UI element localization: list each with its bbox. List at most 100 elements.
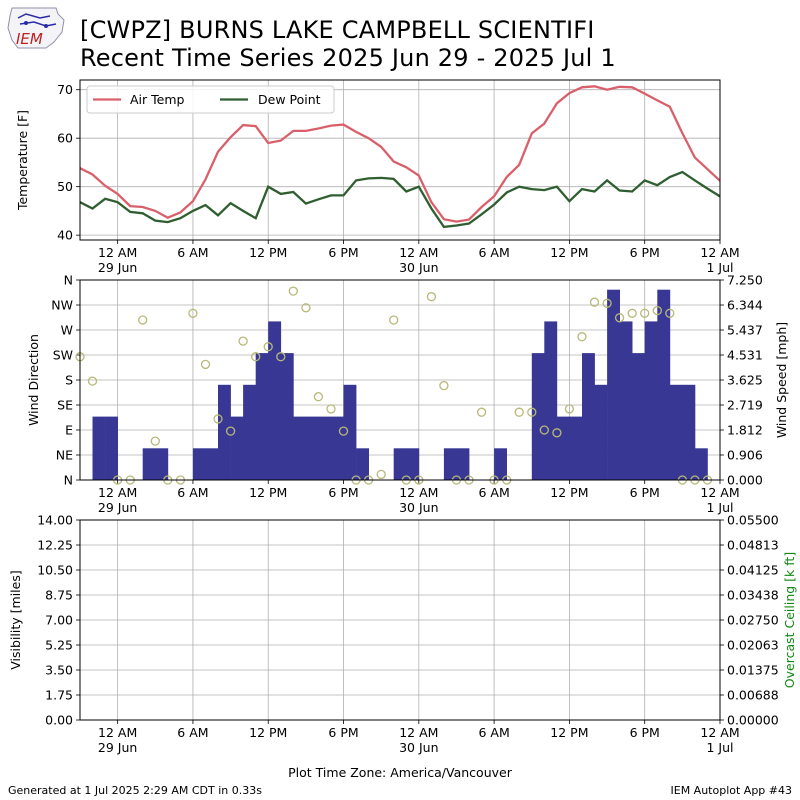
wind-speed-bar [443,448,457,480]
wind-speed-bar [494,448,507,480]
wind-speed-bar [393,448,407,480]
panel-frame [79,519,721,721]
x-tick-label: 12 AM [399,245,438,260]
panel-frame [79,279,721,481]
y-tick-label: 5.25 [45,638,73,653]
y2-tick-label: 2.719 [727,398,763,413]
y-tick-label: 12.25 [37,538,73,553]
wind-direction-point [665,308,675,318]
wind-speed-bar [142,448,156,480]
y-axis-label: Visibility [miles] [8,570,23,669]
x-tick-label: 12 AM [98,485,137,500]
legend-label-dew-point: Dew Point [258,92,321,107]
x-tick-label: 6 AM [478,725,509,740]
y2-tick-label: 1.812 [727,423,763,438]
legend-box [86,85,335,114]
y2-tick-label: 0.01375 [727,663,779,678]
wind-direction-point [552,428,562,438]
x-tick-date-label: 30 Jun [399,500,438,515]
air-temp-line [80,85,720,223]
wind-speed-bar [657,289,671,480]
wind-direction-point [225,426,236,436]
y2-tick-label: 6.344 [727,298,763,313]
y2-tick-label: 0.906 [727,448,763,463]
chart-subtitle: Recent Time Series 2025 Jun 29 - 2025 Ju… [80,44,616,72]
x-tick-label: 6 PM [328,485,358,500]
y-tick-label: SW [53,348,73,363]
wind-direction-point [627,308,637,318]
wind-direction-point [426,292,437,302]
x-tick-label: 6 PM [630,245,660,260]
x-tick-label: 12 AM [700,485,739,500]
x-tick-label: 6 PM [630,725,660,740]
legend: Air Temp Dew Point [86,85,335,114]
y-tick-label: 8.75 [45,588,73,603]
x-tick-label: 12 AM [399,485,438,500]
wind-speed-bar [293,416,307,480]
wind-speed-bar [155,448,169,480]
dew-point-line [80,170,720,229]
wind-speed-bar [243,384,256,480]
wind-speed-bar [644,321,658,480]
timezone-label: Plot Time Zone: America/Vancouver [288,765,513,780]
app-footer: IEM Autoplot App #43 [670,784,793,797]
x-tick-label: 12 PM [550,245,588,260]
wind-speed-bar [268,321,282,480]
x-tick-label: 12 PM [550,725,588,740]
x-tick-label: 12 PM [249,725,287,740]
wind-direction-point [213,414,223,424]
y2-tick-label: 0.00000 [727,713,779,728]
wind-direction-point [188,308,198,318]
y2-tick-label: 7.250 [727,273,763,288]
wind-direction-point [276,352,286,362]
wind-speed-bar [694,448,708,480]
x-tick-date-label: 29 Jun [98,260,137,275]
wind-speed-bar [607,289,620,480]
wind-direction-point [326,404,336,414]
x-tick-date-label: 29 Jun [98,740,137,755]
wind-speed-bar [669,384,683,480]
wind-speed-bar [456,448,470,480]
y-tick-label: E [65,423,73,438]
y2-axis-label: Overcast Ceiling [k ft] [782,552,797,688]
wind-direction-point [301,303,311,313]
y2-tick-label: 4.531 [727,348,763,363]
y2-tick-label: 0.02063 [727,638,779,653]
x-tick-label: 6 PM [328,725,358,740]
wind-speed-bar [218,384,231,480]
y-tick-label: NE [56,448,73,463]
y2-tick-label: 0.00688 [727,688,779,703]
wind-direction-point [138,315,148,325]
wind-direction-point [539,425,549,435]
wind-direction-point [652,305,662,316]
x-tick-date-label: 1 Jul [706,500,733,515]
wind-speed-bar [230,416,244,480]
panel-frame [79,79,721,241]
x-tick-label: 12 PM [249,245,287,260]
wind-direction-point [389,315,399,325]
y-axis-label: Wind Direction [26,334,41,426]
y-tick-label: 1.75 [45,688,73,703]
y-tick-label: NW [51,298,73,313]
y2-tick-label: 0.03438 [727,588,779,603]
x-tick-label: 6 AM [478,245,509,260]
wind-direction-point [376,469,386,480]
wind-direction-point [338,426,349,436]
y2-tick-label: 0.05500 [727,513,779,528]
wind-speed-bar [531,353,545,480]
y-tick-label: 10.50 [37,563,73,578]
y-tick-label: 0.00 [45,713,73,728]
y-tick-label: 50 [57,179,73,194]
wind-direction-point [439,380,449,391]
y-axis-label: Temperature [F] [15,110,30,211]
wind-direction-point [251,352,261,362]
wind-speed-bar [192,448,206,480]
wind-speed-bar [569,416,583,480]
y2-tick-label: 5.437 [727,323,763,338]
x-tick-date-label: 1 Jul [706,260,733,275]
legend-label-air-temp: Air Temp [130,92,185,107]
y2-tick-label: 0.04813 [727,538,779,553]
